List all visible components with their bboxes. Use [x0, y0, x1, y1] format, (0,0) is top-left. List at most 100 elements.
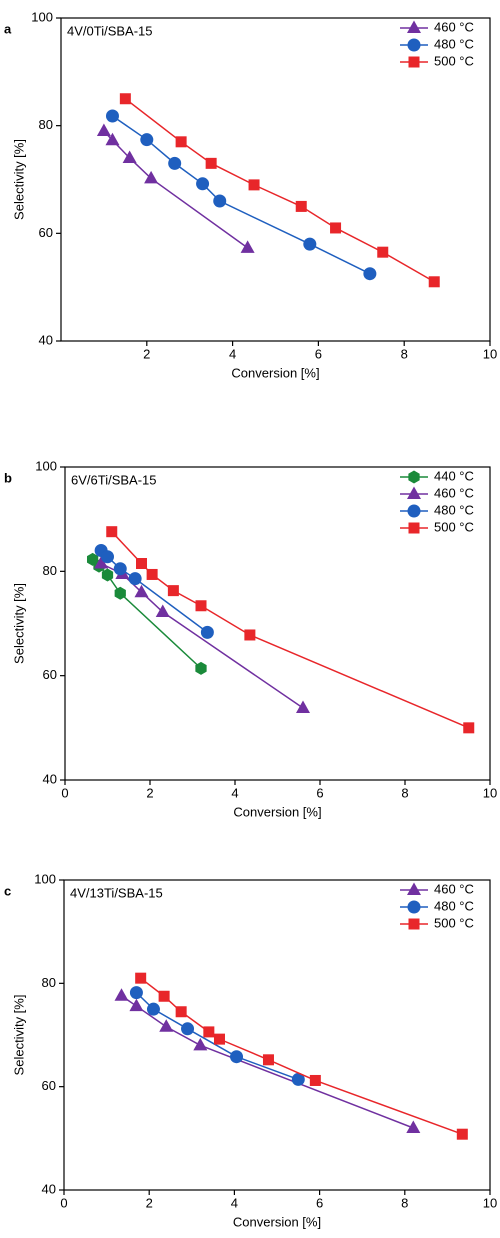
legend-marker — [407, 20, 421, 33]
marker — [195, 661, 207, 675]
x-tick-label: 2 — [146, 1195, 153, 1210]
marker — [193, 1037, 208, 1051]
x-axis-label: Conversion [%] — [231, 365, 319, 380]
marker — [101, 550, 114, 564]
marker — [96, 123, 111, 137]
legend-label: 480 °C — [434, 898, 474, 913]
series-line — [103, 130, 249, 249]
marker — [330, 222, 342, 234]
marker — [203, 1026, 215, 1038]
marker — [175, 1006, 187, 1018]
legend-label: 460 °C — [434, 19, 474, 34]
marker — [196, 177, 210, 191]
series-line — [140, 977, 463, 1135]
marker — [240, 240, 255, 253]
marker — [146, 1002, 160, 1016]
y-tick-label: 80 — [42, 975, 56, 990]
marker — [181, 1022, 195, 1036]
marker — [406, 1120, 421, 1133]
x-tick-label: 8 — [401, 785, 408, 800]
y-tick-label: 60 — [42, 1078, 56, 1093]
y-tick-label: 100 — [34, 871, 56, 886]
annotation: 6V/6Ti/SBA-15 — [71, 472, 157, 487]
marker — [248, 179, 260, 191]
marker — [119, 93, 131, 105]
marker — [113, 562, 127, 576]
marker — [134, 584, 149, 598]
x-tick-label: 8 — [401, 1195, 408, 1210]
marker — [114, 586, 126, 600]
y-tick-label: 40 — [43, 771, 57, 786]
marker — [230, 1050, 244, 1064]
x-axis-label: Conversion [%] — [233, 804, 321, 819]
marker — [101, 568, 114, 582]
marker — [128, 572, 142, 586]
marker — [463, 722, 475, 734]
marker — [158, 990, 170, 1002]
x-tick-label: 2 — [146, 785, 153, 800]
marker — [136, 558, 147, 570]
x-tick-label: 2 — [143, 346, 150, 361]
marker — [428, 276, 440, 288]
marker — [175, 136, 187, 148]
marker — [105, 109, 119, 123]
marker — [155, 604, 170, 618]
x-tick-label: 6 — [315, 346, 322, 361]
marker — [291, 1072, 305, 1086]
x-tick-label: 8 — [401, 346, 408, 361]
marker — [129, 998, 144, 1012]
x-tick-label: 6 — [316, 1195, 323, 1210]
legend-marker — [407, 882, 421, 895]
marker — [140, 133, 154, 147]
x-tick-label: 0 — [61, 785, 68, 800]
legend-label: 500 °C — [434, 915, 474, 930]
y-tick-label: 100 — [35, 458, 57, 473]
y-tick-label: 40 — [42, 1181, 56, 1196]
annotation: 4V/0Ti/SBA-15 — [67, 23, 153, 38]
x-axis-label: Conversion [%] — [233, 1214, 321, 1229]
legend-marker — [407, 486, 421, 499]
x-tick-label: 4 — [229, 346, 236, 361]
y-axis-label: Selectivity [%] — [11, 583, 26, 664]
legend-marker — [407, 38, 421, 52]
x-tick-label: 10 — [483, 785, 497, 800]
marker — [213, 194, 227, 208]
marker — [129, 986, 143, 1000]
panel-label: a — [4, 21, 12, 36]
y-tick-label: 80 — [39, 117, 53, 132]
legend-label: 460 °C — [434, 485, 474, 500]
panel-label: b — [4, 470, 12, 485]
marker — [159, 1019, 174, 1032]
marker — [146, 568, 158, 580]
y-tick-label: 100 — [31, 9, 53, 24]
marker — [205, 157, 217, 169]
legend-label: 440 °C — [434, 468, 474, 483]
marker — [195, 600, 207, 612]
marker — [168, 156, 182, 170]
legend-marker — [407, 900, 421, 914]
x-tick-label: 0 — [60, 1195, 67, 1210]
legend-label: 500 °C — [434, 53, 474, 68]
legend-label: 480 °C — [434, 502, 474, 517]
y-axis-label: Selectivity [%] — [11, 139, 26, 220]
marker — [244, 629, 256, 641]
x-tick-label: 4 — [231, 1195, 238, 1210]
legend-label: 500 °C — [434, 519, 474, 534]
marker — [262, 1054, 274, 1066]
marker — [114, 988, 129, 1001]
marker — [296, 700, 310, 714]
marker — [167, 585, 179, 597]
y-tick-label: 80 — [43, 563, 57, 578]
x-tick-label: 6 — [316, 785, 323, 800]
legend-marker — [408, 522, 420, 534]
y-tick-label: 60 — [39, 225, 53, 240]
plot-frame — [63, 879, 491, 1191]
legend-marker — [408, 56, 420, 68]
legend-label: 460 °C — [434, 881, 474, 896]
legend-marker — [408, 918, 420, 930]
legend-marker — [407, 504, 421, 518]
legend-label: 480 °C — [434, 36, 474, 51]
plot-frame — [60, 17, 491, 342]
y-tick-label: 60 — [43, 667, 57, 682]
